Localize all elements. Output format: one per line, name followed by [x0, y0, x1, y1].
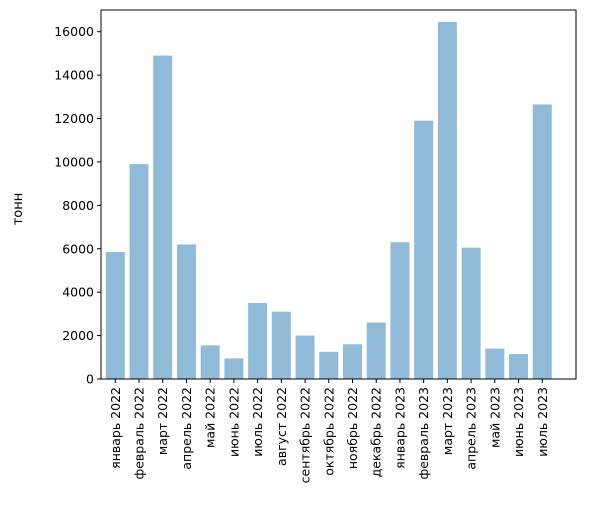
- bar: [343, 344, 362, 379]
- plot-frame: [100, 9, 577, 380]
- x-tick-label: февраль 2022: [132, 387, 147, 479]
- bar: [200, 345, 220, 379]
- y-tick-label: 16000: [54, 24, 94, 39]
- x-tick-label: март 2022: [155, 387, 170, 455]
- y-tick-label: 12000: [54, 111, 94, 126]
- y-tick-label: 6000: [62, 241, 94, 256]
- x-tick-label: январь 2023: [392, 387, 407, 469]
- y-tick-label: 8000: [62, 198, 94, 213]
- bar: [485, 348, 505, 379]
- x-tick-label: май 2022: [203, 387, 218, 448]
- x-tick-label: ноябрь 2022: [345, 387, 360, 469]
- bar: [461, 247, 481, 379]
- x-tick-label: май 2023: [487, 387, 502, 448]
- y-tick-label: 10000: [54, 154, 94, 169]
- x-tick-label: март 2023: [440, 387, 455, 455]
- bar: [319, 351, 339, 379]
- bar: [390, 242, 410, 379]
- y-tick-label: 14000: [54, 68, 94, 83]
- x-tick-label: декабрь 2022: [369, 387, 384, 477]
- x-tick-label: июнь 2023: [511, 387, 526, 457]
- x-tick-label: апрель 2022: [179, 387, 194, 470]
- y-tick-label: 2000: [62, 328, 94, 343]
- bar: [437, 21, 457, 380]
- bar: [176, 244, 196, 379]
- x-tick-label: сентябрь 2022: [298, 387, 313, 483]
- bar: [509, 354, 529, 379]
- x-tick-label: июль 2022: [250, 387, 265, 457]
- x-tick-label: август 2022: [274, 387, 289, 466]
- y-axis-label: тонн: [11, 193, 26, 226]
- bar: [105, 252, 125, 379]
- x-tick-label: январь 2022: [108, 387, 123, 469]
- bar: [271, 311, 291, 379]
- x-tick-label: октябрь 2022: [321, 387, 336, 476]
- bar: [414, 120, 434, 379]
- y-tick-label: 4000: [62, 285, 94, 300]
- x-tick-label: февраль 2023: [416, 387, 431, 479]
- bar: [248, 303, 268, 379]
- bar: [532, 104, 552, 379]
- x-tick-label: июнь 2022: [226, 387, 241, 457]
- bars: [105, 21, 552, 380]
- y-tick-label: 0: [86, 372, 94, 387]
- bar: [224, 358, 244, 379]
- bar: [129, 164, 149, 379]
- bar: [153, 55, 173, 380]
- x-axis: январь 2022 февраль 2022 март 2022 апрель 2…: [108, 379, 550, 483]
- x-tick-label: апрель 2023: [464, 387, 479, 470]
- bar: [295, 335, 315, 379]
- y-axis: 0 2000 4000 6000 8000 10000 12000 14000 16000: [54, 24, 101, 387]
- x-tick-label: июль 2023: [535, 387, 550, 457]
- bar: [366, 322, 386, 379]
